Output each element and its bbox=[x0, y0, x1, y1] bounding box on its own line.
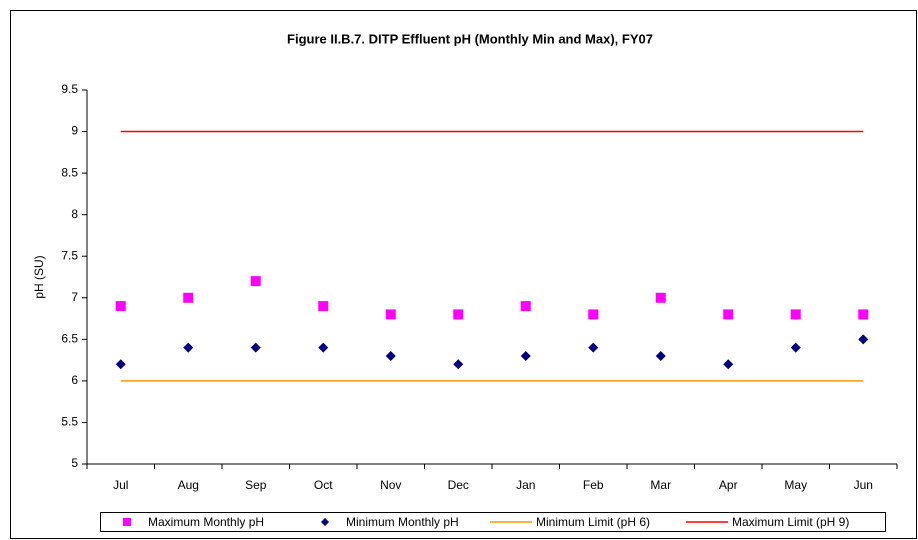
y-tick-label: 5 bbox=[71, 456, 78, 470]
max-point bbox=[385, 309, 396, 320]
min-point bbox=[385, 350, 396, 361]
y-tick-label: 9.5 bbox=[61, 82, 78, 96]
max-point bbox=[588, 309, 599, 320]
y-tick-label: 8 bbox=[71, 207, 78, 221]
max-point bbox=[520, 301, 531, 312]
x-tick-label: Feb bbox=[583, 478, 604, 492]
min-point bbox=[588, 342, 599, 353]
legend-marker bbox=[321, 518, 329, 526]
min-point bbox=[655, 350, 666, 361]
max-point bbox=[250, 276, 261, 287]
x-tick-label: Sep bbox=[245, 478, 267, 492]
y-tick-label: 7 bbox=[71, 290, 78, 304]
x-tick-label: Jun bbox=[854, 478, 873, 492]
max-point bbox=[655, 292, 666, 303]
chart-border bbox=[10, 10, 917, 539]
y-tick-label: 9 bbox=[71, 124, 78, 138]
x-tick-label: Jul bbox=[113, 478, 128, 492]
min-point bbox=[453, 359, 464, 370]
y-tick-label: 5.5 bbox=[61, 415, 78, 429]
chart-title: Figure II.B.7. DITP Effluent pH (Monthly… bbox=[287, 31, 653, 46]
x-tick-label: Nov bbox=[380, 478, 401, 492]
max-point bbox=[723, 309, 734, 320]
legend-label: Minimum Monthly pH bbox=[346, 515, 459, 529]
y-tick-label: 6 bbox=[71, 373, 78, 387]
x-tick-label: May bbox=[784, 478, 807, 492]
x-tick-label: Aug bbox=[178, 478, 199, 492]
legend-label: Minimum Limit (pH 6) bbox=[536, 515, 650, 529]
y-tick-label: 6.5 bbox=[61, 332, 78, 346]
y-tick-label: 7.5 bbox=[61, 248, 78, 262]
min-point bbox=[790, 342, 801, 353]
x-tick-label: Mar bbox=[650, 478, 671, 492]
legend-label: Maximum Monthly pH bbox=[148, 515, 264, 529]
min-point bbox=[183, 342, 194, 353]
max-point bbox=[790, 309, 801, 320]
max-point bbox=[453, 309, 464, 320]
min-point bbox=[520, 350, 531, 361]
min-point bbox=[250, 342, 261, 353]
max-point bbox=[115, 301, 126, 312]
y-tick-label: 8.5 bbox=[61, 165, 78, 179]
min-point bbox=[858, 334, 869, 345]
x-tick-label: Dec bbox=[448, 478, 469, 492]
min-point bbox=[115, 359, 126, 370]
max-point bbox=[183, 292, 194, 303]
x-tick-label: Oct bbox=[314, 478, 333, 492]
legend-marker bbox=[123, 518, 131, 526]
x-tick-label: Jan bbox=[516, 478, 535, 492]
max-point bbox=[318, 301, 329, 312]
min-point bbox=[723, 359, 734, 370]
min-point bbox=[318, 342, 329, 353]
max-point bbox=[858, 309, 869, 320]
y-axis-label: pH (SU) bbox=[32, 255, 46, 298]
legend-label: Maximum Limit (pH 9) bbox=[732, 515, 849, 529]
x-tick-label: Apr bbox=[719, 478, 738, 492]
